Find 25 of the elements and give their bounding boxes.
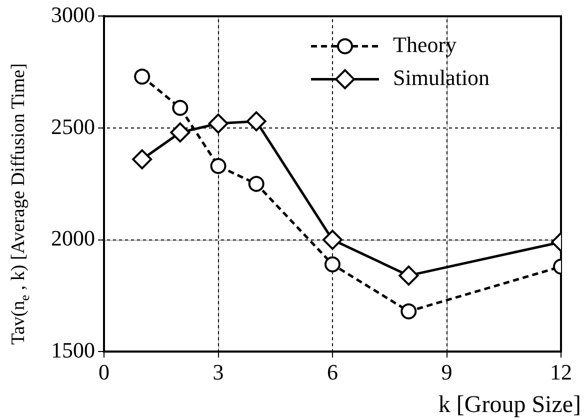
x-tick-label: 0 — [98, 360, 110, 385]
y-tick-label: 2500 — [51, 114, 95, 139]
y-tick-label: 2000 — [51, 226, 95, 251]
point — [210, 158, 226, 174]
point — [400, 303, 417, 320]
x-tick-label: 9 — [441, 360, 452, 385]
legend-label: Theory — [393, 32, 457, 57]
point — [208, 114, 228, 134]
y-tick-label: 3000 — [51, 2, 95, 27]
x-axis-title: k [Group Size] — [438, 392, 582, 418]
point — [398, 266, 419, 286]
point — [134, 68, 150, 85]
x-tick-label: 6 — [327, 360, 338, 385]
y-tick-label: 1500 — [51, 337, 95, 362]
point — [248, 176, 264, 192]
x-tick-label: 12 — [550, 360, 572, 385]
point — [132, 149, 152, 170]
x-tick-label: 3 — [212, 360, 224, 385]
point — [172, 100, 188, 116]
point — [170, 122, 190, 142]
point — [246, 111, 266, 132]
point — [324, 256, 340, 272]
point — [322, 230, 342, 250]
legend-label: Simulation — [393, 64, 490, 90]
y-axis-title: Tav(ne , k) [Average Diffusion Time] — [8, 63, 32, 345]
